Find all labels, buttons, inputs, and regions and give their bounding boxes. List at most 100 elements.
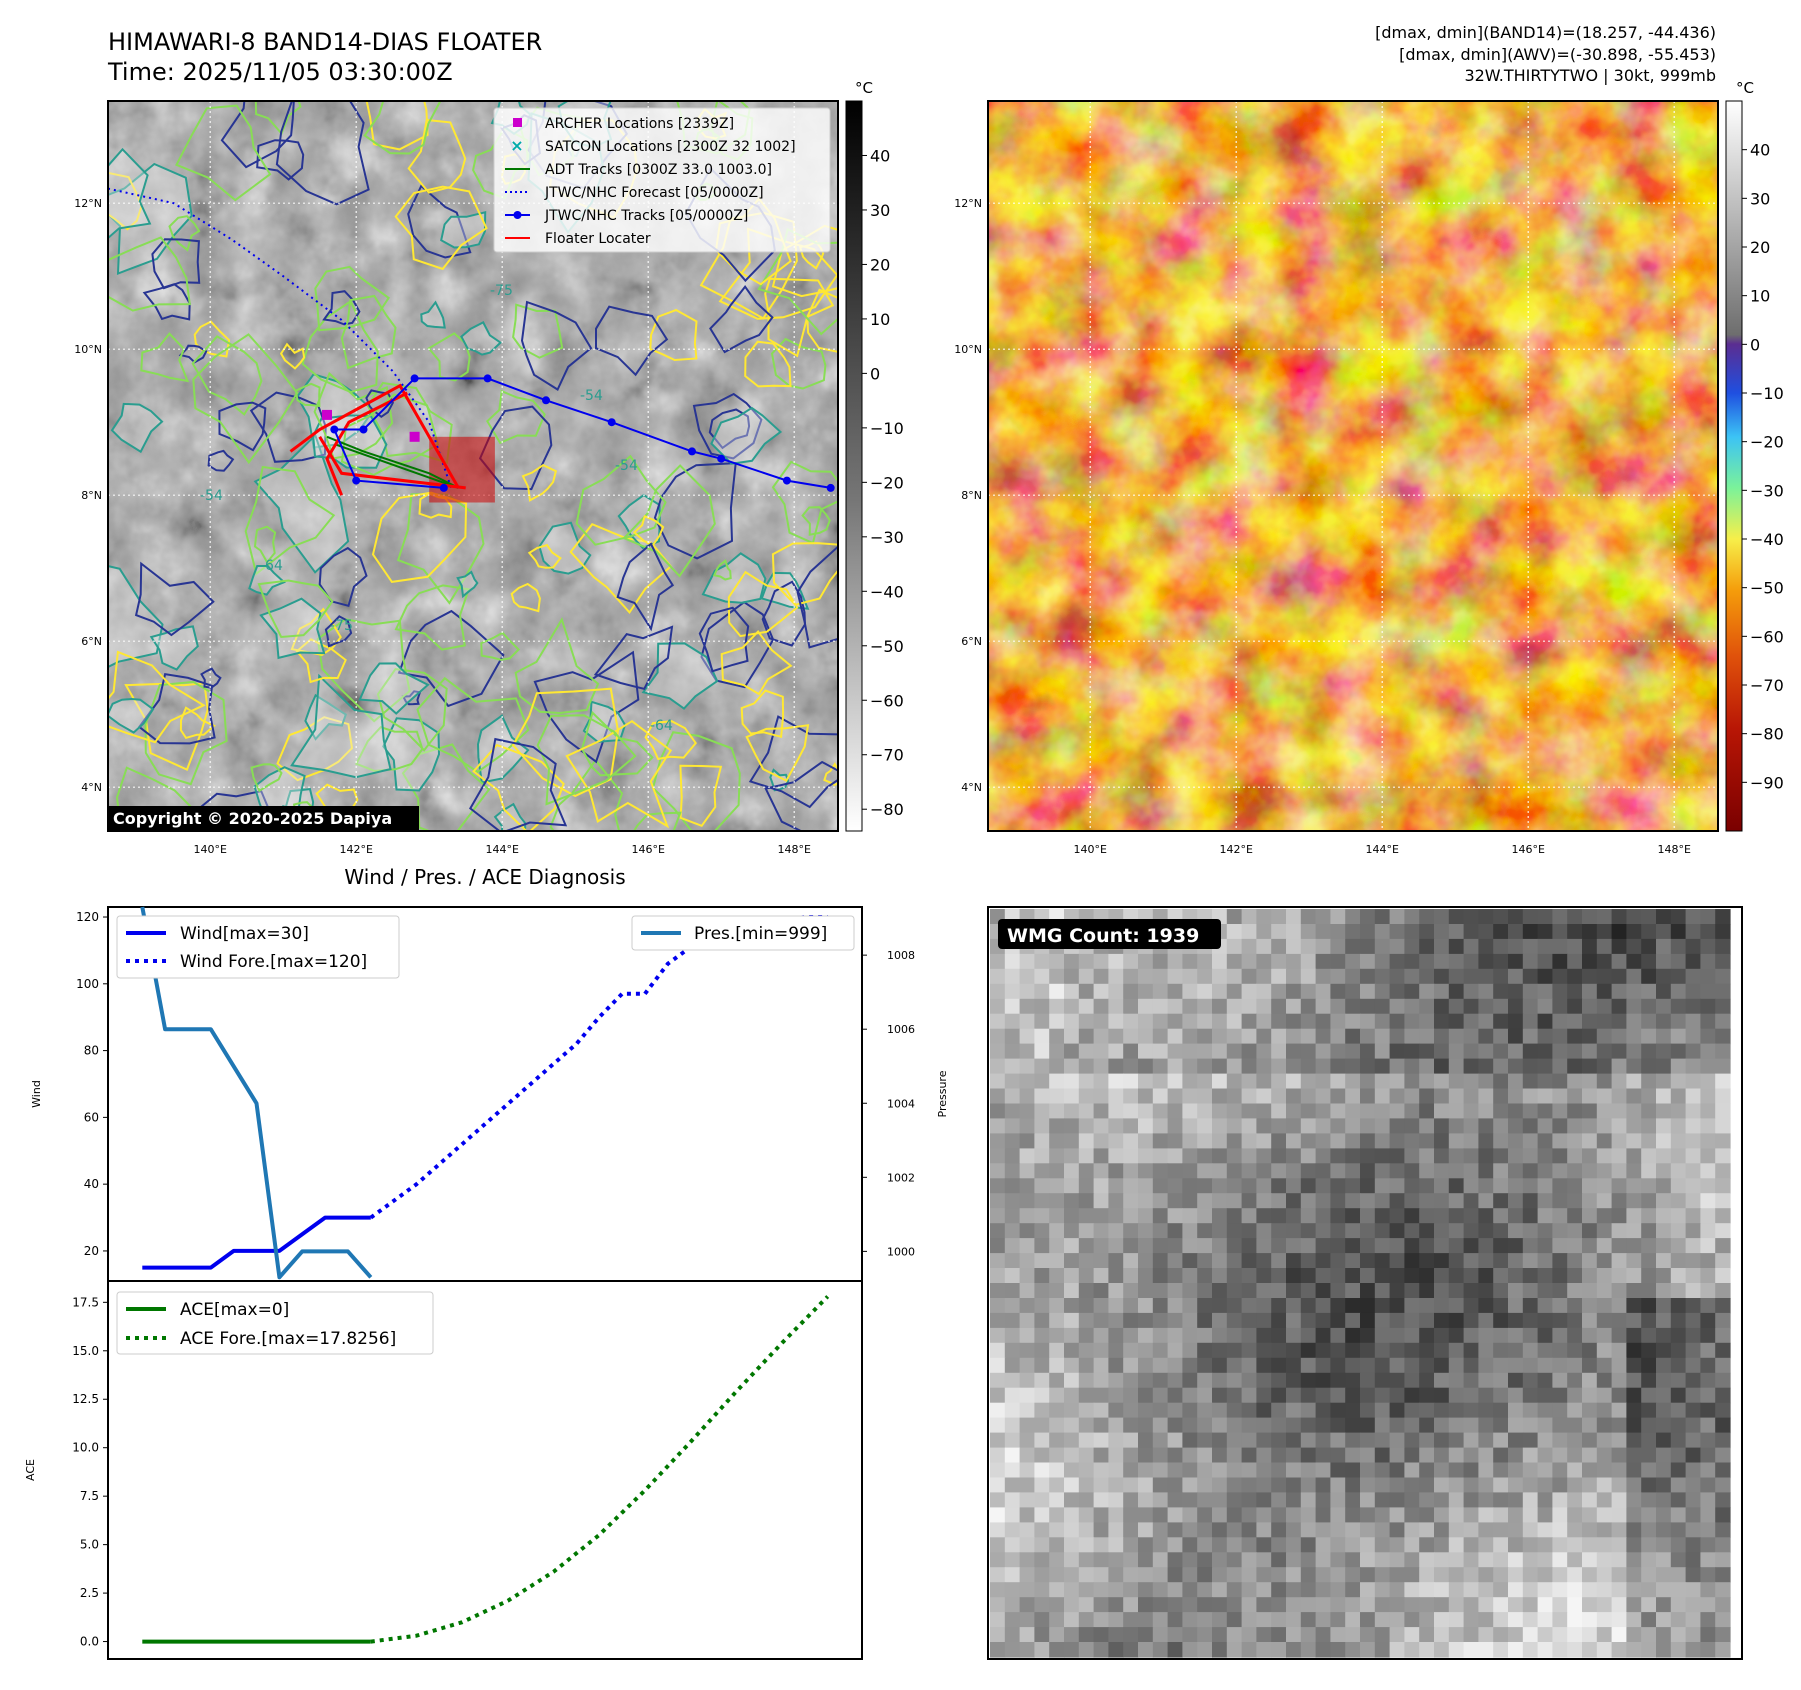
wmg-cell	[1537, 968, 1553, 985]
wmg-cell	[1596, 1597, 1613, 1613]
wmg-cell	[1330, 909, 1346, 925]
wmg-cell	[1078, 1058, 1095, 1075]
wmg-cell	[1360, 1627, 1376, 1643]
wmg-cell	[1493, 1447, 1509, 1464]
wmg-cell	[1256, 1193, 1272, 1209]
wmg-cell	[1700, 1507, 1716, 1523]
wmg-cell	[1078, 1013, 1095, 1030]
wmg-cell	[1670, 998, 1687, 1015]
wmg-cell	[1138, 1178, 1154, 1194]
wmg-cell	[1167, 1612, 1183, 1628]
wmg-cell	[1448, 1073, 1465, 1090]
wmg-cell	[1064, 1253, 1080, 1269]
wmg-cell	[1078, 1597, 1095, 1613]
colorbar-tick-label: −20	[1750, 433, 1784, 452]
wmg-cell	[1596, 1387, 1613, 1404]
wmg-cell	[1522, 953, 1539, 970]
wmg-cell	[1019, 1522, 1035, 1538]
wmg-cell	[1670, 1567, 1687, 1583]
wmg-cell	[1167, 1253, 1183, 1269]
wmg-cell	[1537, 998, 1553, 1015]
wmg-cell	[1463, 1118, 1479, 1134]
wmg-cell	[1537, 1642, 1553, 1658]
contour-line	[108, 650, 206, 744]
wmg-cell	[1374, 1058, 1391, 1075]
wmg-cell	[1256, 1118, 1272, 1134]
wmg-cell	[1078, 1298, 1095, 1314]
contour-line	[191, 335, 263, 416]
wmg-cell	[1167, 1148, 1183, 1164]
contour-line	[108, 162, 193, 275]
wmg-cell	[1626, 1417, 1642, 1434]
wmg-cell	[1715, 1387, 1731, 1404]
wmg-cell	[1404, 1028, 1420, 1045]
wmg-cell	[1064, 1522, 1080, 1538]
wmg-cell	[1049, 1522, 1065, 1538]
wmg-cell	[1152, 1073, 1169, 1090]
wmg-cell	[1656, 1103, 1672, 1120]
wmg-cell	[1093, 1342, 1109, 1359]
wmg-cell	[1685, 1477, 1701, 1494]
wmg-cell	[1256, 1058, 1272, 1075]
wmg-cell	[1330, 1238, 1346, 1254]
wmg-cell	[1685, 1462, 1701, 1479]
wmg-cell	[1419, 1342, 1435, 1359]
wmg-cell	[1360, 1133, 1376, 1149]
wmg-cell	[1478, 1298, 1494, 1314]
wmg-cell	[1478, 909, 1494, 925]
wmg-cell	[1582, 1567, 1598, 1583]
wmg-cell	[1212, 1283, 1228, 1299]
wmg-cell	[1271, 1402, 1287, 1419]
wmg-cell	[1034, 1597, 1050, 1613]
contour-line	[593, 625, 674, 691]
wmg-cell	[1212, 1163, 1228, 1179]
wmg-cell	[1626, 1387, 1642, 1404]
contour-line	[340, 294, 397, 370]
wmg-cell	[1226, 1073, 1243, 1090]
wmg-cell	[1641, 1597, 1657, 1613]
jtwc-track-point	[439, 483, 448, 492]
wmg-cell	[1315, 1327, 1331, 1344]
wmg-cell	[1049, 1193, 1065, 1209]
wmg-cell	[1256, 1552, 1272, 1568]
contour-line	[806, 288, 838, 353]
wmg-cell	[1508, 1372, 1524, 1389]
wmg-cell	[1093, 1537, 1109, 1553]
wmg-cell	[1641, 1013, 1657, 1030]
wmg-cell	[1389, 1417, 1405, 1434]
wmg-cell	[1552, 1387, 1568, 1404]
wmg-cell	[1434, 1148, 1450, 1164]
wmg-cell	[1123, 1043, 1139, 1060]
wmg-cell	[1537, 1208, 1553, 1224]
wmg-cell	[1656, 1283, 1672, 1299]
wmg-cell	[1374, 1627, 1391, 1643]
wmg-cell	[1286, 1402, 1302, 1419]
wmg-cell	[1656, 1298, 1672, 1314]
wmg-cell	[1019, 1552, 1035, 1568]
wmg-cell	[1478, 953, 1494, 970]
wmg-cell	[1271, 1103, 1287, 1120]
wmg-cell	[1138, 1537, 1154, 1553]
wmg-cell	[1093, 1357, 1109, 1374]
wmg-cell	[1463, 1178, 1479, 1194]
wmg-cell	[1685, 909, 1701, 925]
wmg-cell	[1626, 1642, 1642, 1658]
wmg-cell	[1641, 1432, 1657, 1449]
wmg-cell	[1167, 1223, 1183, 1239]
legend-archer-marker	[513, 118, 522, 127]
wmg-cell	[1641, 1028, 1657, 1045]
wmg-cell	[1685, 968, 1701, 985]
wmg-cell	[1552, 1357, 1568, 1374]
wmg-cell	[1582, 1447, 1598, 1464]
wmg-cell	[1582, 1462, 1598, 1479]
wmg-cell	[1508, 1238, 1524, 1254]
wmg-cell	[1108, 1073, 1124, 1090]
wmg-cell	[1152, 1462, 1169, 1479]
contour-line	[521, 463, 558, 502]
wmg-cell	[1522, 1432, 1539, 1449]
wmg-cell	[1685, 1357, 1701, 1374]
wmg-cell	[1596, 1552, 1613, 1568]
lat-tick-label: 6°N	[961, 635, 982, 648]
contour-line	[761, 580, 807, 647]
wmg-cell	[1271, 1612, 1287, 1628]
